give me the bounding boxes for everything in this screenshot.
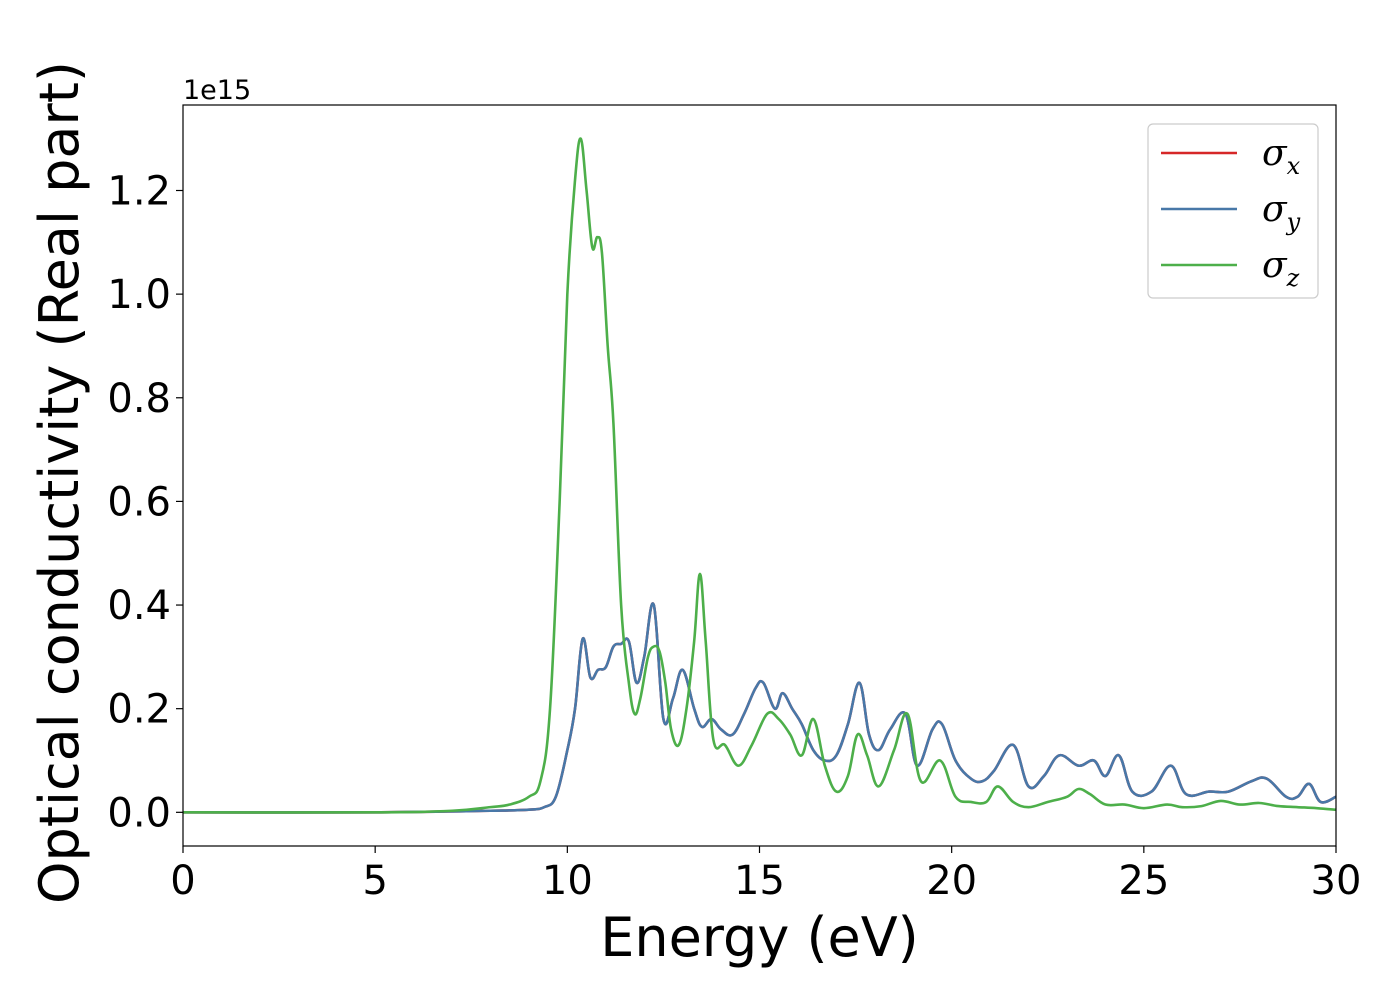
y-tick-label: 0.4 [107,583,171,629]
series-line-z [183,137,1336,814]
y-tick-label: 1.0 [107,272,171,318]
series-layer [183,137,1336,814]
y-tick-label: 0.0 [107,790,171,836]
y-offset-text: 1e15 [183,75,251,106]
x-tick-label: 30 [1311,858,1362,904]
x-axis-title: Energy (eV) [600,906,919,969]
y-tick-label: 0.8 [107,376,171,422]
legend-label-y: σy [1262,189,1301,236]
x-ticks: 0 5 10 15 20 25 30 [170,846,1361,904]
y-tick-label: 0.2 [107,687,171,733]
y-tick-label: 0.6 [107,479,171,525]
y-axis-title: Optical conductivity (Real part) [28,61,91,904]
x-tick-label: 5 [362,858,387,904]
series-line-x [183,602,1336,814]
x-tick-label: 10 [542,858,593,904]
legend: σx σy σz [1147,123,1319,299]
legend-label-z: σz [1262,245,1300,292]
series-line-y [183,602,1336,814]
legend-box [1147,123,1319,299]
x-tick-label: 15 [734,858,785,904]
y-tick-label: 1.2 [107,169,171,215]
x-tick-label: 0 [170,858,195,904]
x-tick-label: 20 [926,858,977,904]
y-ticks: 0.0 0.2 0.4 0.6 0.8 1.0 1.2 [107,169,183,836]
x-tick-label: 25 [1118,858,1169,904]
legend-label-x: σx [1262,133,1301,180]
